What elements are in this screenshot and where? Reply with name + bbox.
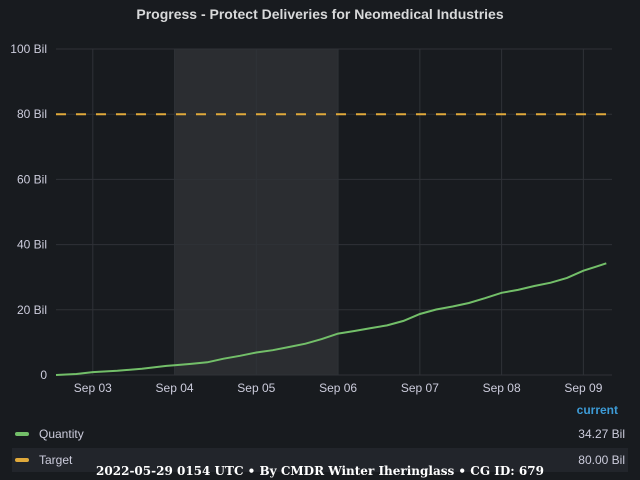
y-tick-label: 40 Bil [17, 238, 47, 252]
x-tick-label: Sep 05 [237, 381, 275, 395]
x-tick-label: Sep 04 [156, 381, 194, 395]
series-line-quantity [55, 262, 607, 376]
chart-plot: 0 20 Bil 40 Bil 60 Bil 80 Bil 100 Bil Sep 03 Se… [10, 42, 612, 395]
x-tick-label: Sep 03 [74, 381, 112, 395]
legend-value: 34.27 Bil [578, 427, 625, 441]
footer-credit: 2022-05-29 0154 UTC • By CMDR Winter Ihe… [96, 464, 544, 478]
target-swatch-icon [15, 458, 29, 462]
legend-name: Target [39, 453, 73, 467]
legend-item-target[interactable]: Target 80.00 Bil [12, 448, 628, 472]
x-tick-label: Sep 09 [564, 381, 602, 395]
y-tick-label: 20 Bil [17, 303, 47, 317]
legend-value: 80.00 Bil [578, 453, 625, 467]
y-tick-label: 100 Bil [10, 42, 47, 56]
chart-title: Progress - Protect Deliveries for Neomed… [136, 6, 504, 22]
y-tick-label: 0 [40, 368, 47, 382]
legend-item-quantity[interactable]: Quantity 34.27 Bil [12, 422, 628, 446]
y-tick-label: 80 Bil [17, 107, 47, 121]
y-tick-label: 60 Bil [17, 172, 47, 186]
x-tick-label: Sep 07 [401, 381, 439, 395]
x-tick-label: Sep 06 [319, 381, 357, 395]
x-tick-label: Sep 08 [483, 381, 521, 395]
legend-header-current[interactable]: current [576, 403, 618, 417]
legend-name: Quantity [39, 427, 84, 441]
quantity-swatch-icon [15, 432, 29, 436]
